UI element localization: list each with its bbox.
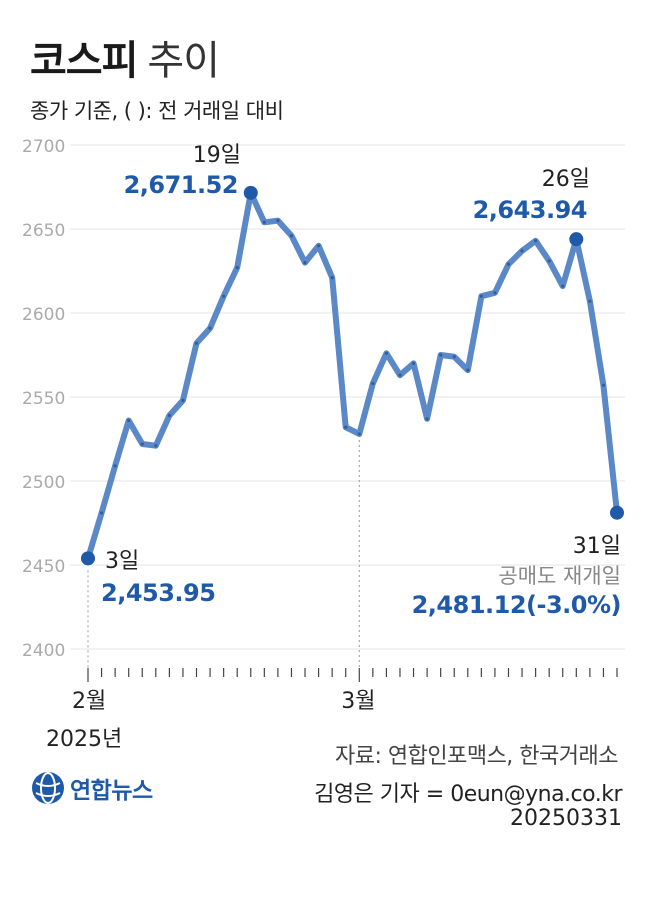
annotation-day: 3일 bbox=[105, 549, 139, 574]
data-point bbox=[371, 381, 375, 386]
annotation-value: 2,643.94 bbox=[473, 196, 587, 224]
x-month-label: 2월 bbox=[72, 689, 106, 714]
y-tick-label: 2600 bbox=[22, 305, 65, 325]
data-point bbox=[140, 442, 144, 446]
data-point bbox=[330, 276, 334, 280]
data-point bbox=[384, 351, 389, 355]
logo-text: 연합뉴스 bbox=[70, 778, 153, 804]
publish-date: 20250331 bbox=[510, 806, 622, 831]
data-point bbox=[534, 239, 538, 243]
highlight-point bbox=[569, 232, 584, 247]
y-tick-label: 2500 bbox=[22, 473, 65, 493]
data-point bbox=[520, 249, 524, 253]
data-point bbox=[452, 355, 456, 359]
data-point bbox=[547, 259, 551, 263]
data-point bbox=[439, 353, 443, 357]
data-point bbox=[588, 299, 592, 303]
data-point bbox=[194, 341, 199, 345]
x-year-label: 2025년 bbox=[46, 727, 122, 752]
annotation-value: 2,671.52 bbox=[124, 171, 238, 199]
data-point bbox=[398, 373, 402, 377]
title-block: 코스피 추이 bbox=[30, 26, 220, 86]
data-point bbox=[466, 368, 470, 372]
annotation-day: 31일 bbox=[573, 534, 621, 559]
data-point bbox=[127, 418, 131, 423]
annotation-day: 19일 bbox=[193, 143, 241, 168]
data-point bbox=[113, 464, 117, 468]
annotation-day: 26일 bbox=[542, 167, 590, 192]
data-point bbox=[411, 361, 416, 365]
data-point bbox=[235, 266, 239, 270]
data-point bbox=[493, 291, 497, 295]
data-point bbox=[181, 398, 185, 402]
data-point bbox=[276, 219, 280, 223]
data-point bbox=[222, 294, 226, 298]
series-line bbox=[85, 189, 620, 562]
source-text: 자료: 연합인포맥스, 한국거래소 bbox=[334, 744, 619, 769]
data-point bbox=[601, 383, 606, 387]
reporter-credit: 김영은 기자 = 0eun@yna.co.kr bbox=[314, 782, 622, 807]
y-tick-label: 2700 bbox=[22, 137, 65, 157]
yonhap-globe-icon bbox=[32, 772, 64, 804]
y-tick-label: 2650 bbox=[22, 221, 65, 241]
chart-subtitle: 종가 기준, ( ): 전 거래일 대비 bbox=[30, 99, 284, 123]
highlight-point bbox=[610, 505, 624, 520]
data-point bbox=[425, 417, 429, 421]
data-point bbox=[154, 444, 158, 448]
data-point bbox=[303, 261, 307, 265]
annotation-note: 공매도 재개일 bbox=[498, 564, 621, 588]
chart-title-suffix: 추이 bbox=[147, 38, 220, 84]
data-point bbox=[316, 244, 321, 248]
y-tick-label: 2450 bbox=[22, 557, 65, 577]
highlight-point bbox=[243, 185, 258, 200]
kospi-line-chart: 2400 2450 2500 2550 2600 2650 2700 2월 2025년 3월 3일 2… bbox=[22, 137, 625, 752]
data-point bbox=[167, 413, 171, 418]
annotation-value: 2,453.95 bbox=[101, 579, 215, 607]
chart-title: 코스피 bbox=[30, 38, 138, 84]
x-month-label: 3월 bbox=[341, 689, 375, 714]
data-point bbox=[262, 220, 266, 224]
annotation-value: 2,481.12(-3.0%) bbox=[412, 591, 621, 619]
data-point bbox=[357, 432, 361, 436]
highlight-point bbox=[81, 551, 95, 566]
y-tick-label: 2550 bbox=[22, 389, 65, 409]
data-point bbox=[208, 326, 212, 330]
data-point bbox=[506, 262, 511, 266]
yonhap-logo: 연합뉴스 bbox=[30, 770, 153, 806]
data-point bbox=[289, 234, 294, 238]
data-point bbox=[99, 511, 104, 515]
data-point bbox=[344, 425, 348, 429]
data-point bbox=[479, 294, 483, 298]
y-tick-label: 2400 bbox=[22, 641, 65, 661]
data-point bbox=[561, 284, 565, 288]
